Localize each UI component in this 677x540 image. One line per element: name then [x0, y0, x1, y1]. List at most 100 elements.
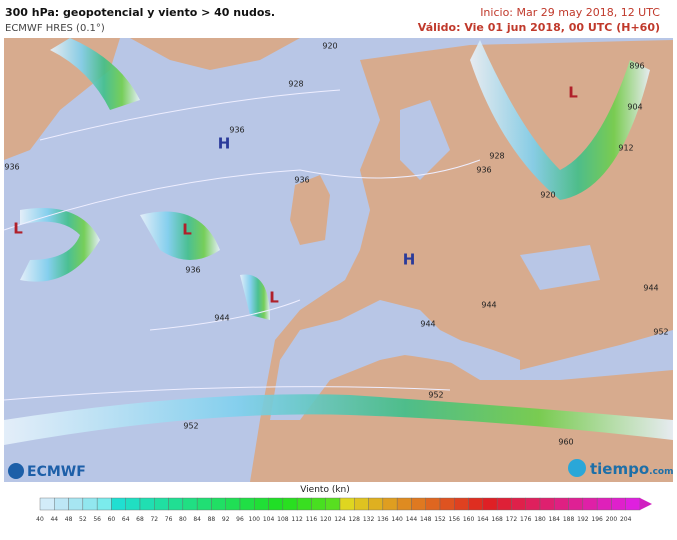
- legend-tick: 196: [591, 516, 603, 523]
- land-uk: [290, 175, 330, 245]
- legend-tick: 156: [449, 516, 461, 523]
- contour-label: 928: [489, 152, 504, 161]
- jet-stream: [4, 394, 673, 445]
- jet-stream: [140, 211, 220, 260]
- legend-swatch: [325, 497, 341, 511]
- contour: [3, 89, 481, 401]
- sea-mediterranean: [330, 328, 520, 380]
- legend-swatch: [225, 497, 241, 511]
- map: [3, 38, 673, 482]
- init-time: Inicio: Mar 29 may 2018, 12 UTC: [480, 6, 660, 19]
- legend-tick: 176: [520, 516, 532, 523]
- tiempo-icon: [568, 459, 586, 477]
- jet-stream: [470, 40, 650, 200]
- legend-swatch: [39, 497, 55, 511]
- legend-tick: 60: [108, 516, 116, 523]
- legend-swatch: [382, 497, 398, 511]
- legend-tick: 168: [491, 516, 503, 523]
- header-bg: [4, 0, 673, 38]
- legend-swatch: [482, 497, 498, 511]
- legend-tick: 68: [136, 516, 144, 523]
- legend-tick: 148: [420, 516, 432, 523]
- legend-swatch: [568, 497, 584, 511]
- contour-label: 936: [185, 266, 200, 275]
- legend-arrow: [640, 498, 652, 510]
- legend-swatch: [96, 497, 112, 511]
- ecmwf-icon: [8, 463, 24, 479]
- high-pressure: H: [403, 251, 416, 269]
- jet-stream: [240, 274, 270, 320]
- contour-label: 904: [627, 103, 642, 112]
- jet-stream: [20, 208, 100, 282]
- legend-tick: 188: [563, 516, 575, 523]
- contour-label: 896: [629, 62, 644, 71]
- model: ECMWF HRES (0.1°): [5, 23, 105, 34]
- legend-tick: 132: [363, 516, 375, 523]
- legend-swatch: [296, 497, 312, 511]
- legend-swatch: [139, 497, 155, 511]
- legend-swatch: [554, 497, 569, 511]
- legend-swatch: [168, 497, 184, 511]
- legend-tick: 144: [406, 516, 418, 523]
- tiempo-logo: tiempo.com: [590, 460, 674, 478]
- legend: 40 44 48 52 56 60 64 68 72 76 80 84 88 92 96 100 104 108 1…: [36, 497, 652, 523]
- legend-tick: 64: [122, 516, 130, 523]
- pressure-systems: H H L L L L: [13, 84, 578, 307]
- legend-swatch: [625, 497, 641, 511]
- legend-tick: 104: [263, 516, 275, 523]
- legend-tick: 56: [93, 516, 101, 523]
- contour-label: 952: [428, 391, 443, 400]
- contour-label: 944: [481, 301, 496, 310]
- sea-black: [520, 245, 600, 290]
- legend-swatch: [539, 497, 555, 511]
- land-greenland: [130, 38, 300, 70]
- contour-label: 920: [322, 42, 337, 51]
- legend-swatch: [239, 497, 255, 511]
- legend-swatch: [268, 497, 284, 511]
- legend-tick: 84: [193, 516, 201, 523]
- low-pressure: L: [269, 289, 279, 307]
- contour-label: 936: [4, 163, 19, 172]
- legend-swatch: [582, 497, 598, 511]
- jet-stream: [50, 38, 140, 110]
- legend-swatch: [111, 497, 126, 511]
- legend-tick: 76: [165, 516, 173, 523]
- legend-tick: 136: [377, 516, 389, 523]
- high-pressure: H: [218, 135, 231, 153]
- low-pressure: L: [568, 84, 578, 102]
- contour-label: 912: [618, 144, 633, 153]
- legend-swatch: [611, 497, 626, 511]
- legend-swatch: [82, 497, 98, 511]
- legend-swatch: [468, 497, 484, 511]
- legend-tick: 44: [50, 516, 58, 523]
- legend-tick: 100: [249, 516, 261, 523]
- contour-label: 960: [558, 438, 573, 447]
- contour-label: 952: [183, 422, 198, 431]
- legend-swatch: [596, 497, 612, 511]
- legend-tick: 140: [391, 516, 403, 523]
- legend-swatch: [125, 497, 141, 511]
- contour-label: 944: [643, 284, 658, 293]
- legend-tick: 124: [334, 516, 346, 523]
- legend-tick: 180: [534, 516, 546, 523]
- legend-swatch: [425, 497, 441, 511]
- contour-label: 936: [476, 166, 491, 175]
- legend-tick: 204: [620, 516, 632, 523]
- contour-label: 944: [214, 314, 229, 323]
- legend-tick: 48: [65, 516, 73, 523]
- legend-swatch: [282, 497, 298, 511]
- legend-swatch: [354, 497, 369, 511]
- legend-tick: 164: [477, 516, 489, 523]
- legend-tick: 116: [306, 516, 318, 523]
- legend-swatch: [454, 497, 469, 511]
- legend-swatch: [211, 497, 226, 511]
- legend-swatch: [339, 497, 355, 511]
- legend-swatch: [396, 497, 412, 511]
- contour-label: 936: [294, 176, 309, 185]
- legend-tick: 192: [577, 516, 589, 523]
- contour-label: 936: [229, 126, 244, 135]
- legend-tick: 172: [506, 516, 518, 523]
- legend-swatch: [196, 497, 212, 511]
- ecmwf-logo: ECMWF: [27, 464, 86, 480]
